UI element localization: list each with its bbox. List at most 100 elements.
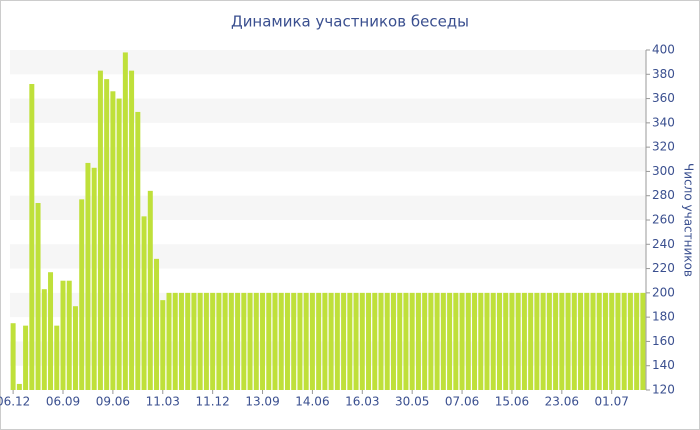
bar <box>415 292 421 390</box>
y-tick-label: 240 <box>652 237 675 251</box>
bar <box>10 323 16 390</box>
bar <box>141 216 147 390</box>
x-tick-label: 07.06 <box>445 395 479 409</box>
bar <box>54 325 60 390</box>
bar <box>422 292 428 390</box>
x-tick-label: 06.12 <box>0 395 30 409</box>
bar <box>390 292 396 390</box>
x-tick-label: 23.06 <box>545 395 579 409</box>
bar <box>447 292 453 390</box>
bar <box>216 292 222 390</box>
bar <box>241 292 247 390</box>
bar <box>260 292 266 390</box>
bar <box>41 289 47 390</box>
bar <box>509 292 515 390</box>
bar <box>634 292 640 390</box>
bar <box>472 292 478 390</box>
bar <box>91 167 97 390</box>
x-tick-label: 01.07 <box>595 395 629 409</box>
bar <box>66 280 72 390</box>
grid-band <box>10 195 646 220</box>
bar <box>609 292 615 390</box>
bar <box>409 292 415 390</box>
bar <box>440 292 446 390</box>
y-tick-label: 360 <box>652 91 675 105</box>
y-tick-label: 400 <box>652 43 675 57</box>
y-axis-label: Число участников <box>682 163 696 277</box>
bar <box>534 292 540 390</box>
y-tick-label: 140 <box>652 358 675 372</box>
bar <box>546 292 552 390</box>
bar <box>172 292 178 390</box>
bar <box>347 292 353 390</box>
bar <box>154 258 160 390</box>
bar <box>316 292 322 390</box>
bar <box>191 292 197 390</box>
x-tick-label: 13.09 <box>245 395 279 409</box>
bar <box>341 292 347 390</box>
bar <box>278 292 284 390</box>
x-tick-label: 06.09 <box>46 395 80 409</box>
bar <box>197 292 203 390</box>
bar <box>48 272 54 390</box>
bar <box>503 292 509 390</box>
bar <box>578 292 584 390</box>
bar <box>621 292 627 390</box>
bar <box>596 292 602 390</box>
bar <box>602 292 608 390</box>
bar <box>203 292 209 390</box>
bar <box>135 111 141 390</box>
bar <box>640 292 646 390</box>
grid-band <box>10 341 646 366</box>
x-tick-label: 11.03 <box>146 395 180 409</box>
bar <box>104 79 110 391</box>
y-tick-label: 220 <box>652 261 675 275</box>
bar <box>322 292 328 390</box>
grid-band <box>10 50 646 75</box>
bar <box>160 300 166 390</box>
bar <box>434 292 440 390</box>
bar <box>428 292 434 390</box>
bar <box>85 162 91 390</box>
x-tick-label: 11.12 <box>195 395 229 409</box>
bar <box>129 70 135 391</box>
bar <box>178 292 184 390</box>
bar <box>515 292 521 390</box>
bar <box>584 292 590 390</box>
x-tick-label: 16.03 <box>345 395 379 409</box>
grid-band <box>10 244 646 269</box>
bar <box>571 292 577 390</box>
grid-band <box>10 98 646 123</box>
bar <box>372 292 378 390</box>
bar <box>590 292 596 390</box>
bar <box>97 70 103 391</box>
bar <box>79 199 85 390</box>
bar <box>490 292 496 390</box>
bar <box>403 292 409 390</box>
bar <box>266 292 272 390</box>
x-tick-label: 14.06 <box>295 395 329 409</box>
bar <box>147 190 153 390</box>
y-tick-label: 160 <box>652 334 675 348</box>
bar <box>210 292 216 390</box>
bar <box>521 292 527 390</box>
bar <box>16 383 22 390</box>
x-tick-label: 09.06 <box>96 395 130 409</box>
bar <box>496 292 502 390</box>
y-tick-label: 200 <box>652 285 675 299</box>
y-tick-label: 340 <box>652 115 675 129</box>
grid-band <box>10 292 646 318</box>
bar <box>627 292 633 390</box>
bar <box>459 292 465 390</box>
bar <box>247 292 253 390</box>
bar <box>334 292 340 390</box>
bar <box>23 325 29 390</box>
bar <box>253 292 259 390</box>
bar <box>185 292 191 390</box>
x-tick-label: 15.06 <box>495 395 529 409</box>
y-tick-label: 380 <box>652 67 675 81</box>
bar <box>297 292 303 390</box>
bar <box>328 292 334 390</box>
bar <box>116 98 122 391</box>
bar <box>272 292 278 390</box>
